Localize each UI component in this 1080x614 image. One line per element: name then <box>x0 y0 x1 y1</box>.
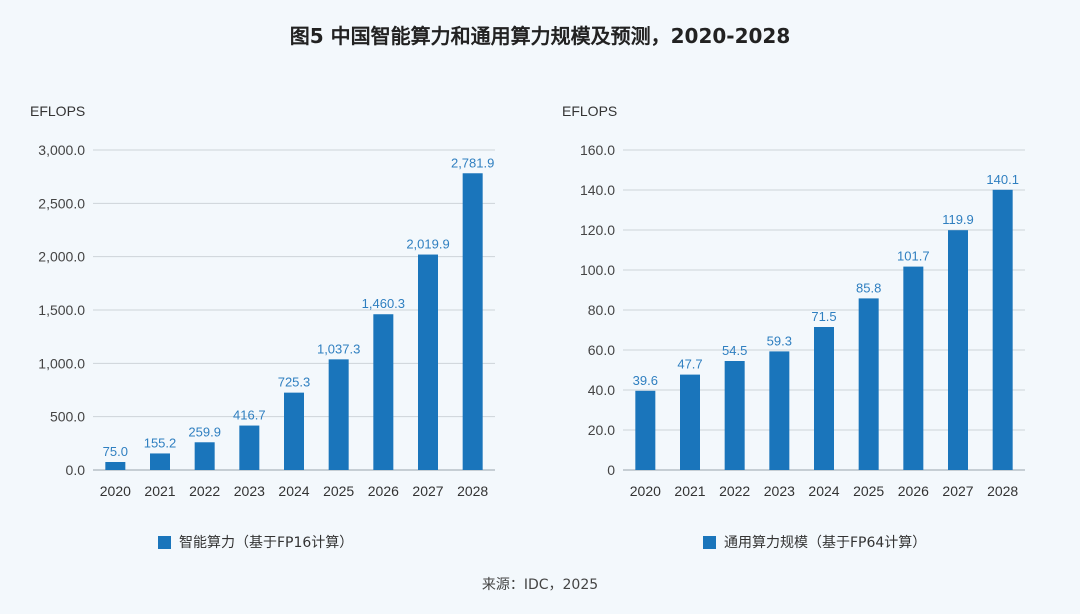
bar-value-label: 59.3 <box>767 333 792 348</box>
x-tick-label: 2025 <box>853 483 884 499</box>
y-tick-label: 0.0 <box>66 462 86 478</box>
chart-title: 图5 中国智能算力和通用算力规模及预测，2020-2028 <box>289 24 791 48</box>
bar <box>814 327 834 470</box>
y-tick-label: 120.0 <box>580 222 615 238</box>
x-tick-label: 2020 <box>100 483 131 499</box>
legend-swatch <box>158 535 171 549</box>
bar-value-label: 119.9 <box>942 212 974 227</box>
y-tick-label: 20.0 <box>588 422 615 438</box>
x-tick-label: 2021 <box>144 483 175 499</box>
x-tick-label: 2023 <box>764 483 795 499</box>
bar-value-label: 2,781.9 <box>451 155 494 170</box>
x-tick-label: 2022 <box>189 483 220 499</box>
bar <box>680 374 700 470</box>
x-tick-label: 2028 <box>987 483 1018 499</box>
legend-general-compute: 通用算力规模（基于FP64计算） <box>703 532 926 552</box>
bar-value-label: 2,019.9 <box>406 237 449 252</box>
y-tick-label: 60.0 <box>588 342 615 358</box>
bar <box>635 390 656 470</box>
x-tick-label: 2025 <box>323 483 354 499</box>
bar <box>373 314 394 470</box>
y-unit-label: EFLOPS <box>562 103 617 119</box>
bar-value-label: 47.7 <box>677 357 702 372</box>
y-tick-label: 140.0 <box>580 182 615 198</box>
bar <box>724 361 745 470</box>
bar-value-label: 259.9 <box>188 424 221 439</box>
legend-smart-compute: 智能算力（基于FP16计算） <box>158 532 353 552</box>
bar-value-label: 1,460.3 <box>362 296 405 311</box>
bar <box>284 392 304 470</box>
y-tick-label: 100.0 <box>580 262 615 278</box>
y-unit-label: EFLOPS <box>30 103 85 119</box>
x-tick-label: 2026 <box>368 483 399 499</box>
general-compute-chart: EFLOPS 0 20.0 40.0 60.0 80.0 100.0 120.0 140.0 16… <box>562 103 1025 499</box>
x-tick-label: 2024 <box>278 483 309 499</box>
bar <box>948 230 968 470</box>
bar <box>150 453 170 470</box>
bar <box>105 462 126 470</box>
bar <box>418 254 438 470</box>
y-tick-label: 160.0 <box>580 142 615 158</box>
y-tick-label: 500.0 <box>50 409 85 425</box>
bar-value-label: 85.8 <box>856 280 881 295</box>
bar-value-label: 39.6 <box>633 373 658 388</box>
y-tick-label: 80.0 <box>588 302 615 318</box>
bar-value-label: 416.7 <box>233 408 266 423</box>
bar-value-label: 725.3 <box>278 375 311 390</box>
legend-label: 通用算力规模（基于FP64计算） <box>724 535 927 551</box>
bar <box>858 298 879 470</box>
y-tick-label: 2,000.0 <box>38 249 85 265</box>
source-note: 来源：IDC，2025 <box>481 577 599 593</box>
bar <box>328 359 349 470</box>
bar <box>769 351 790 470</box>
x-tick-label: 2023 <box>234 483 265 499</box>
bar-value-label: 1,037.3 <box>317 341 360 356</box>
bar-value-label: 75.0 <box>103 444 128 459</box>
x-tick-label: 2028 <box>457 483 488 499</box>
bar <box>903 266 924 470</box>
x-tick-label: 2021 <box>674 483 705 499</box>
x-tick-label: 2026 <box>898 483 929 499</box>
legend-swatch <box>703 535 716 549</box>
y-tick-label: 0 <box>607 462 615 478</box>
y-tick-label: 40.0 <box>588 382 615 398</box>
y-tick-label: 3,000.0 <box>38 142 85 158</box>
bar-value-label: 101.7 <box>897 249 930 264</box>
bar-value-label: 71.5 <box>811 309 836 324</box>
x-tick-label: 2020 <box>630 483 661 499</box>
bar-value-label: 155.2 <box>144 435 177 450</box>
y-tick-label: 1,500.0 <box>38 302 85 318</box>
smart-compute-chart: EFLOPS 0.0 500.0 1,000.0 1,500.0 2,000.0 2,500… <box>30 103 495 499</box>
bar <box>194 442 215 470</box>
bar <box>992 189 1013 471</box>
y-tick-label: 2,500.0 <box>38 195 85 211</box>
x-tick-label: 2027 <box>412 483 443 499</box>
x-tick-label: 2027 <box>942 483 973 499</box>
bar <box>462 173 483 470</box>
x-tick-label: 2022 <box>719 483 750 499</box>
bar <box>239 425 260 470</box>
legend-label: 智能算力（基于FP16计算） <box>179 535 354 551</box>
bar-value-label: 140.1 <box>986 172 1019 187</box>
bar-value-label: 54.5 <box>722 343 747 358</box>
x-tick-label: 2024 <box>808 483 839 499</box>
y-tick-label: 1,000.0 <box>38 355 85 371</box>
